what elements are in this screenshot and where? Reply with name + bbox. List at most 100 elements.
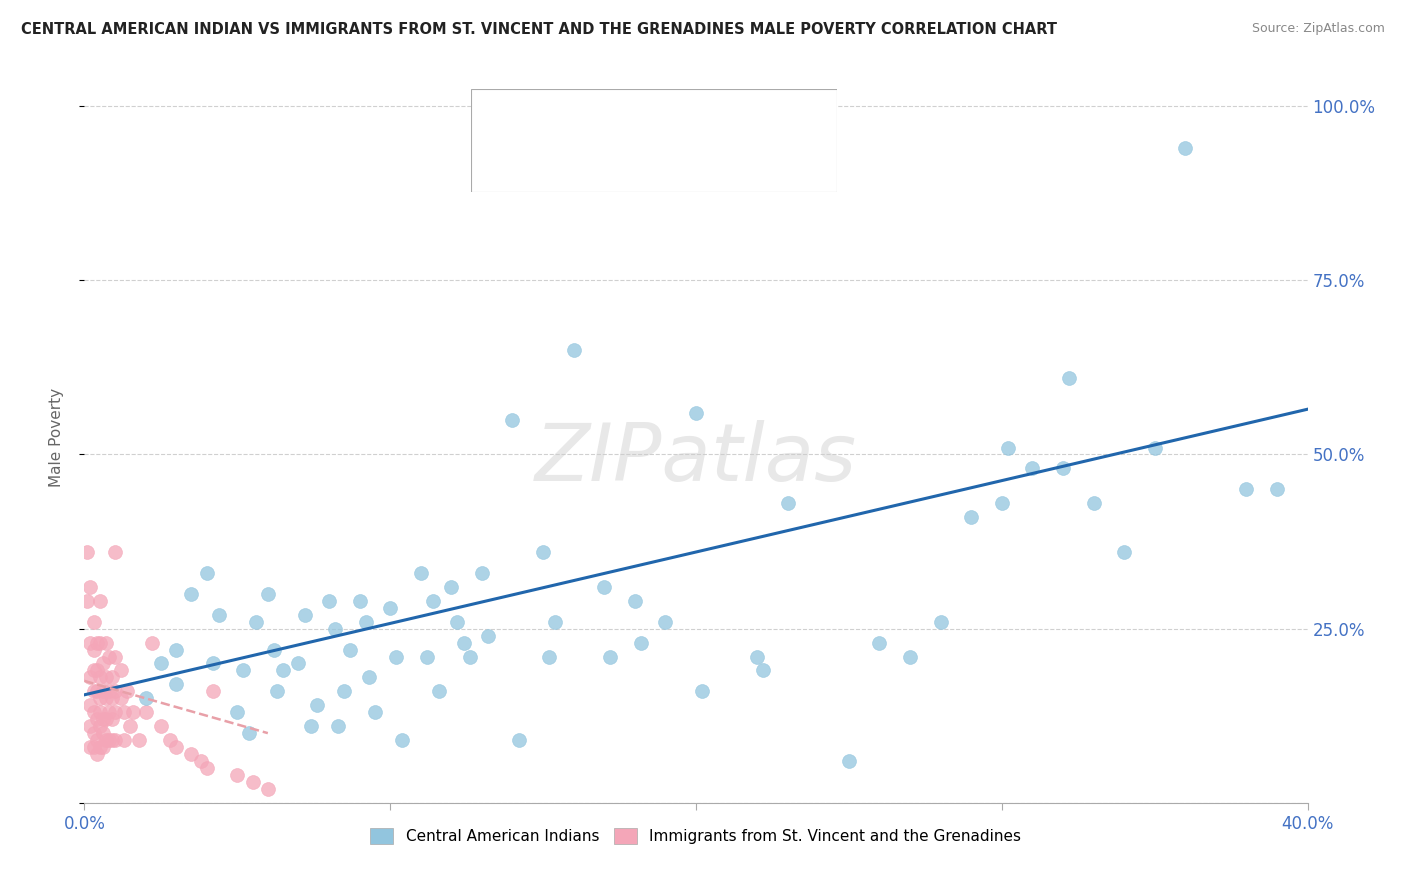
Point — [79, 740, 101, 755]
Point — [101, 712, 124, 726]
Point — [1057, 371, 1080, 385]
Point — [838, 754, 860, 768]
Point — [869, 635, 891, 649]
Point — [201, 657, 224, 671]
Point — [747, 649, 769, 664]
Point — [83, 726, 105, 740]
Point — [135, 705, 157, 719]
Point — [242, 775, 264, 789]
Bar — [485, 149, 519, 181]
Point — [79, 719, 101, 733]
Point — [349, 594, 371, 608]
Point — [89, 594, 111, 608]
Point — [299, 719, 322, 733]
Point — [104, 545, 127, 559]
Point — [1265, 483, 1288, 497]
Point — [91, 712, 114, 726]
Point — [1236, 483, 1258, 497]
Point — [690, 684, 713, 698]
Point — [91, 684, 114, 698]
Point — [624, 594, 647, 608]
Point — [257, 587, 280, 601]
Point — [294, 607, 316, 622]
Point — [257, 781, 280, 796]
Point — [104, 733, 127, 747]
Point — [354, 615, 377, 629]
Text: R =: R = — [530, 155, 560, 174]
Point — [86, 733, 108, 747]
Point — [409, 566, 432, 580]
Point — [195, 566, 218, 580]
Point — [458, 649, 481, 664]
Point — [1021, 461, 1043, 475]
Point — [83, 705, 105, 719]
Point — [110, 691, 132, 706]
Text: N =: N = — [690, 107, 721, 126]
Point — [226, 705, 249, 719]
Point — [83, 642, 105, 657]
Point — [328, 719, 350, 733]
Point — [79, 635, 101, 649]
Point — [89, 705, 111, 719]
Text: R =: R = — [530, 107, 560, 126]
FancyBboxPatch shape — [471, 89, 837, 192]
Point — [271, 664, 294, 678]
Point — [94, 733, 117, 747]
Point — [287, 657, 309, 671]
Point — [83, 684, 105, 698]
Point — [991, 496, 1014, 510]
Point — [318, 594, 340, 608]
Point — [89, 691, 111, 706]
Point — [115, 684, 138, 698]
Point — [149, 719, 172, 733]
Y-axis label: Male Poverty: Male Poverty — [49, 387, 63, 487]
Point — [593, 580, 616, 594]
Point — [112, 705, 135, 719]
Point — [76, 594, 98, 608]
Point — [101, 670, 124, 684]
Point — [422, 594, 444, 608]
Text: -0.098: -0.098 — [599, 155, 652, 174]
Point — [97, 705, 120, 719]
Point — [685, 406, 707, 420]
Point — [190, 754, 212, 768]
Point — [89, 740, 111, 755]
Point — [339, 642, 361, 657]
Point — [1143, 441, 1166, 455]
Point — [333, 684, 356, 698]
Point — [79, 698, 101, 713]
Point — [94, 691, 117, 706]
Point — [752, 664, 775, 678]
Point — [97, 684, 120, 698]
Point — [86, 712, 108, 726]
Point — [180, 587, 202, 601]
Point — [128, 733, 150, 747]
Point — [201, 684, 224, 698]
Point — [91, 657, 114, 671]
Point — [86, 635, 108, 649]
Point — [165, 677, 187, 691]
Point — [89, 635, 111, 649]
Text: 71: 71 — [752, 155, 773, 174]
Point — [357, 670, 380, 684]
Point — [104, 705, 127, 719]
Point — [453, 635, 475, 649]
Point — [245, 615, 267, 629]
Point — [531, 545, 554, 559]
Text: N =: N = — [690, 155, 721, 174]
Point — [101, 733, 124, 747]
Point — [385, 649, 408, 664]
Point — [654, 615, 676, 629]
Point — [94, 670, 117, 684]
Bar — [485, 101, 519, 133]
Point — [630, 635, 652, 649]
Text: 0.618: 0.618 — [599, 107, 647, 126]
Point — [104, 684, 127, 698]
Point — [86, 684, 108, 698]
Point — [112, 733, 135, 747]
Point — [502, 412, 524, 426]
Text: Source: ZipAtlas.com: Source: ZipAtlas.com — [1251, 22, 1385, 36]
Text: 74: 74 — [752, 107, 773, 126]
Point — [195, 761, 218, 775]
Point — [122, 705, 145, 719]
